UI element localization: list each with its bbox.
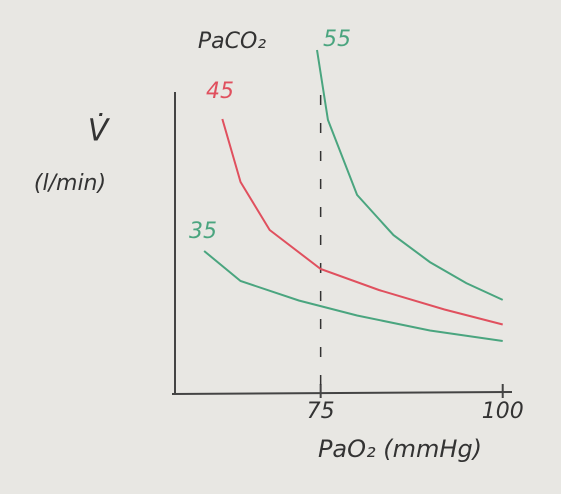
legend-label: 35 xyxy=(189,219,217,244)
chart: V̇ (l/min) PaO₂ (mmHg) PaCO₂ 75 100 35 45 55 xyxy=(0,0,561,494)
x-tick-label: 75 xyxy=(307,399,335,424)
x-tick-label: 100 xyxy=(482,399,524,424)
y-axis-label: V̇ xyxy=(88,113,111,148)
y-axis-unit: (l/min) xyxy=(34,171,106,196)
legend-label: 55 xyxy=(323,27,351,52)
whiteboard xyxy=(0,0,561,494)
x-axis-label: PaO₂ (mmHg) xyxy=(318,435,482,463)
legend-label: 45 xyxy=(206,79,234,104)
legend-title: PaCO₂ xyxy=(198,29,266,54)
